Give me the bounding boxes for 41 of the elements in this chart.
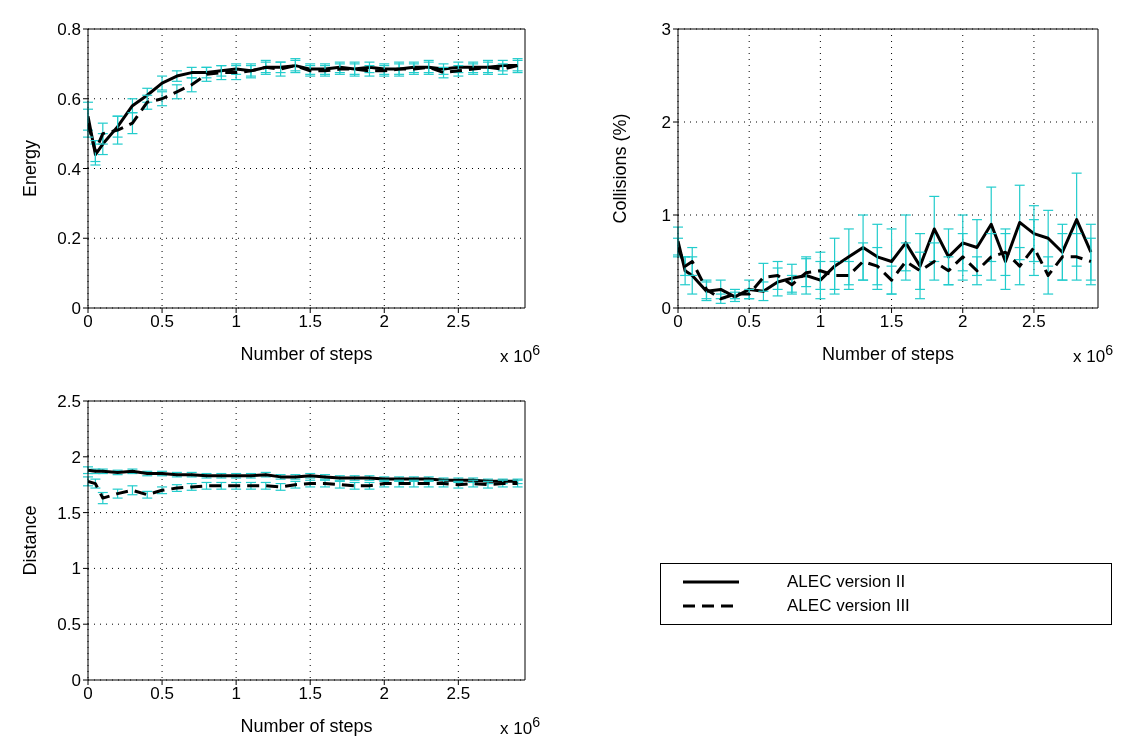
y-tick-label: 1.5 [57, 503, 81, 523]
y-tick-label: 0 [71, 671, 81, 691]
y-tick-label: 1 [661, 206, 671, 226]
x-tick-label: 1 [231, 684, 241, 704]
y-axis-title: Collisions (%) [610, 113, 631, 224]
y-axis-title: Distance [20, 505, 41, 576]
x-tick-label: 0.5 [150, 312, 174, 332]
x-tick-label: 1.5 [298, 312, 323, 332]
x-tick-label: 2 [379, 684, 390, 704]
y-axis-title: Energy [20, 139, 41, 198]
text: ALEC version III [787, 596, 910, 616]
y-tick-label: 0.4 [57, 159, 81, 179]
x-tick-label: 1.5 [298, 684, 323, 704]
y-tick-label: 2.5 [57, 392, 81, 412]
x-tick-label: 0.5 [150, 684, 174, 704]
y-tick-label: 0.5 [57, 615, 81, 635]
x-tick-label: 2.5 [446, 684, 471, 704]
x-axis-title: Number of steps [821, 344, 955, 364]
x-tick-label: 1 [231, 312, 241, 332]
y-tick-label: 1 [71, 559, 81, 579]
x-tick-label: 2.5 [1022, 312, 1046, 332]
x-axis-title: Number of steps [240, 344, 373, 364]
y-tick-label: 0.2 [57, 229, 81, 249]
x-tick-label: 2.5 [446, 312, 471, 332]
text: x 10$^{6}$ [499, 342, 540, 367]
y-tick-label: 0 [71, 299, 81, 319]
x-axis-title: Number of steps [240, 716, 373, 736]
y-tick-label: 2 [661, 113, 671, 133]
text: ALEC version II [787, 572, 906, 592]
x-tick-label: 2 [379, 312, 390, 332]
y-tick-label: 0.8 [57, 20, 81, 40]
y-tick-label: 0.6 [57, 89, 81, 109]
x-tick-label: 1.5 [879, 312, 904, 332]
x-tick-label: 2 [958, 312, 968, 332]
x-tick-label: 0.5 [737, 312, 762, 332]
y-tick-label: 0 [661, 299, 671, 319]
y-tick-label: 3 [661, 20, 671, 40]
x-tick-label: 1 [815, 312, 826, 332]
y-tick-label: 2 [71, 447, 81, 467]
text: x 10$^{6}$ [1072, 342, 1113, 367]
text: x 10$^{6}$ [499, 714, 540, 739]
